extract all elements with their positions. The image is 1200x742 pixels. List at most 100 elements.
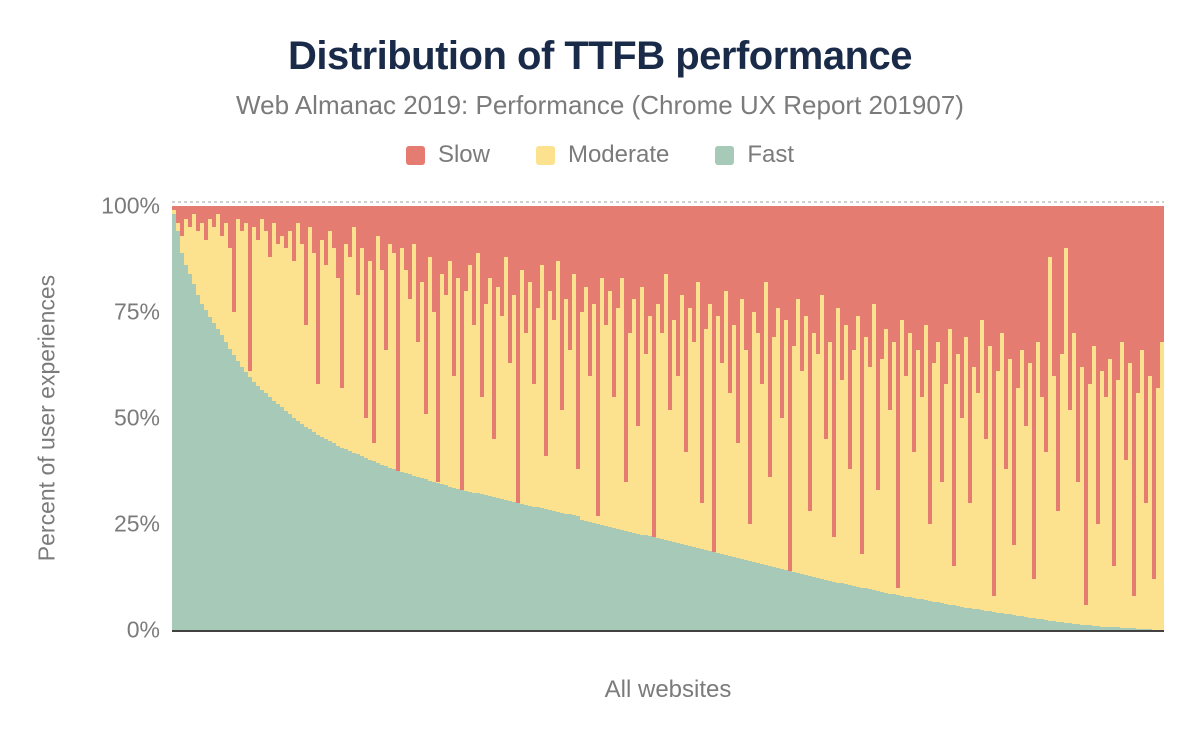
bar (1060, 206, 1064, 630)
bar (648, 206, 652, 630)
legend-label-moderate: Moderate (567, 141, 670, 168)
bar (328, 206, 332, 630)
chart-title: Distribution of TTFB performance (288, 34, 913, 78)
bar (740, 206, 744, 630)
bar (612, 206, 616, 630)
bar (900, 206, 904, 630)
bar (972, 206, 976, 630)
bar (444, 206, 448, 630)
bar (528, 206, 532, 630)
stacked-bars (172, 206, 1164, 630)
y-tick-label-0: 0% (126, 616, 160, 643)
moderate-swatch-icon (535, 145, 555, 165)
bar (668, 206, 672, 630)
bar (1148, 206, 1152, 630)
bar (744, 206, 748, 630)
bar (732, 206, 736, 630)
bar (884, 206, 888, 630)
bar (1040, 206, 1044, 630)
bar (512, 206, 516, 630)
bar (680, 206, 684, 630)
bar (312, 206, 316, 630)
bar (440, 206, 444, 630)
bar (1144, 206, 1148, 630)
bar (844, 206, 848, 630)
bar (240, 206, 244, 630)
bar (1152, 206, 1156, 630)
bar (280, 206, 284, 630)
bar (324, 206, 328, 630)
bar (872, 206, 876, 630)
bar (496, 206, 500, 630)
bar (760, 206, 764, 630)
bar (368, 206, 372, 630)
bar (260, 206, 264, 630)
bar (720, 206, 724, 630)
bar (880, 206, 884, 630)
bar (412, 206, 416, 630)
bar (712, 206, 716, 630)
bar (756, 206, 760, 630)
bar (320, 206, 324, 630)
bar (428, 206, 432, 630)
bar (708, 206, 712, 630)
bar (952, 206, 956, 630)
bar (384, 206, 388, 630)
bar (664, 206, 668, 630)
bar (908, 206, 912, 630)
bar (992, 206, 996, 630)
bar (1124, 206, 1128, 630)
bar (616, 206, 620, 630)
bar (340, 206, 344, 630)
bar (644, 206, 648, 630)
bar (272, 206, 276, 630)
bar (1032, 206, 1036, 630)
bar (392, 206, 396, 630)
x-axis-line (172, 630, 1164, 632)
bar (188, 206, 192, 630)
bar (716, 206, 720, 630)
bar (800, 206, 804, 630)
bar (864, 206, 868, 630)
bar (904, 206, 908, 630)
bar (964, 206, 968, 630)
bar (924, 206, 928, 630)
bar (640, 206, 644, 630)
bar (248, 206, 252, 630)
bar (816, 206, 820, 630)
bar (584, 206, 588, 630)
bar (1036, 206, 1040, 630)
bar (220, 206, 224, 630)
bar (344, 206, 348, 630)
bar (204, 206, 208, 630)
bar (1024, 206, 1028, 630)
bar (192, 206, 196, 630)
bar (1064, 206, 1068, 630)
bar (456, 206, 460, 630)
bar (560, 206, 564, 630)
bar (1028, 206, 1032, 630)
bar (848, 206, 852, 630)
bar (764, 206, 768, 630)
bar (508, 206, 512, 630)
bar (452, 206, 456, 630)
bar (1044, 206, 1048, 630)
bar (516, 206, 520, 630)
bar (480, 206, 484, 630)
y-tick-label-75: 75% (113, 298, 160, 325)
bar (912, 206, 916, 630)
bar (984, 206, 988, 630)
bar (252, 206, 256, 630)
bar (896, 206, 900, 630)
bar (676, 206, 680, 630)
bar (1056, 206, 1060, 630)
bar (1008, 206, 1012, 630)
bar (692, 206, 696, 630)
bar (968, 206, 972, 630)
bar (284, 206, 288, 630)
bar (696, 206, 700, 630)
bar (960, 206, 964, 630)
legend-label-slow: Slow (437, 141, 490, 168)
bar (300, 206, 304, 630)
